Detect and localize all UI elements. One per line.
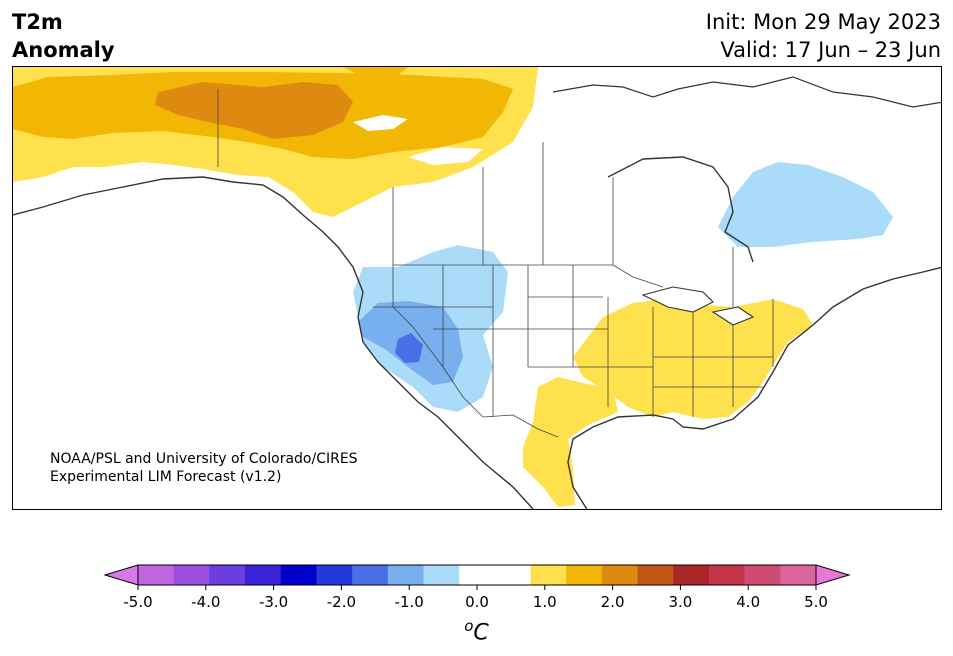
field-label: Anomaly (12, 38, 115, 62)
map-title: T2m Anomaly (12, 8, 115, 64)
warm-region-core (155, 82, 353, 139)
colorbar-bin (138, 565, 175, 585)
colorbar-bin (387, 565, 424, 585)
colorbar-bin (280, 565, 317, 585)
colorbar-low-extend (103, 564, 139, 586)
colorbar-bin (316, 565, 353, 585)
colorbar-bin (494, 565, 532, 585)
credit-line-1: NOAA/PSL and University of Colorado/CIRE… (50, 451, 358, 467)
colorbar-ticks: -5.0 -4.0 -3.0 -2.0 -1.0 0.0 1.0 2.0 3.0 4.0 5.0 (123, 585, 828, 611)
anomaly-map (13, 67, 941, 509)
coastline (13, 176, 534, 509)
colorbar-tick-label: -2.0 (327, 593, 356, 611)
colorbar-bin (245, 565, 282, 585)
valid-range: Valid: 17 Jun – 23 Jun (720, 38, 941, 62)
coastline-gulf (567, 266, 941, 509)
coastline-arctic (552, 76, 941, 108)
colorbar-tick-label: -4.0 (191, 593, 220, 611)
colorbar-high-extend (815, 564, 851, 586)
colorbar-tick-label: 0.0 (465, 593, 489, 611)
variable-label: T2m (12, 10, 63, 34)
colorbar-bin (708, 565, 746, 585)
colorbar-bin (601, 565, 639, 585)
political-borders (217, 89, 774, 438)
warm-region-texas-mexico (523, 377, 618, 507)
colorbar-bin (744, 565, 781, 585)
map-panel[interactable]: NOAA/PSL and University of Colorado/CIRE… (12, 66, 942, 510)
credit-line-2: Experimental LIM Forecast (v1.2) (50, 469, 282, 485)
unit-base: C (473, 620, 489, 646)
colorbar-bin (673, 565, 710, 585)
warm-region-arctic (343, 67, 408, 77)
colorbar-tick-label: 1.0 (533, 593, 557, 611)
colorbar-bin (566, 565, 603, 585)
coastline-hudson (607, 156, 754, 263)
init-date: Init: Mon 29 May 2023 (705, 10, 941, 34)
colorbar-bin (637, 565, 674, 585)
colorbar-bin (530, 565, 567, 585)
unit-superscript: o (464, 617, 474, 635)
colorbar-bin (780, 565, 817, 585)
colorbar-tick-label: 2.0 (601, 593, 625, 611)
colorbar-bin (423, 565, 460, 585)
great-lakes (641, 286, 755, 326)
colorbar-tick-label: -1.0 (395, 593, 424, 611)
colorbar-unit: oC (0, 617, 953, 645)
colorbar-bins (138, 565, 817, 585)
colorbar-bin (352, 565, 389, 585)
colorbar-tick-label: 4.0 (736, 593, 760, 611)
cool-region-quebec (718, 162, 893, 247)
ice-patch-1 (353, 115, 408, 131)
map-credit: NOAA/PSL and University of Colorado/CIRE… (50, 450, 358, 486)
cool-region-west-core (395, 333, 423, 363)
colorbar-tick-label: 5.0 (804, 593, 828, 611)
colorbar-tick-label: -3.0 (259, 593, 288, 611)
colorbar: -5.0 -4.0 -3.0 -2.0 -1.0 0.0 1.0 2.0 3.0 4.0 5.0 (103, 564, 851, 611)
colorbar-bin (173, 565, 210, 585)
ice-patch-2 (408, 147, 483, 165)
colorbar-tick-label: 3.0 (668, 593, 692, 611)
colorbar-bin (209, 565, 246, 585)
colorbar-tick-label: -5.0 (123, 593, 152, 611)
date-info: Init: Mon 29 May 2023 Valid: 17 Jun – 23… (706, 8, 941, 64)
colorbar-bin (459, 565, 496, 585)
